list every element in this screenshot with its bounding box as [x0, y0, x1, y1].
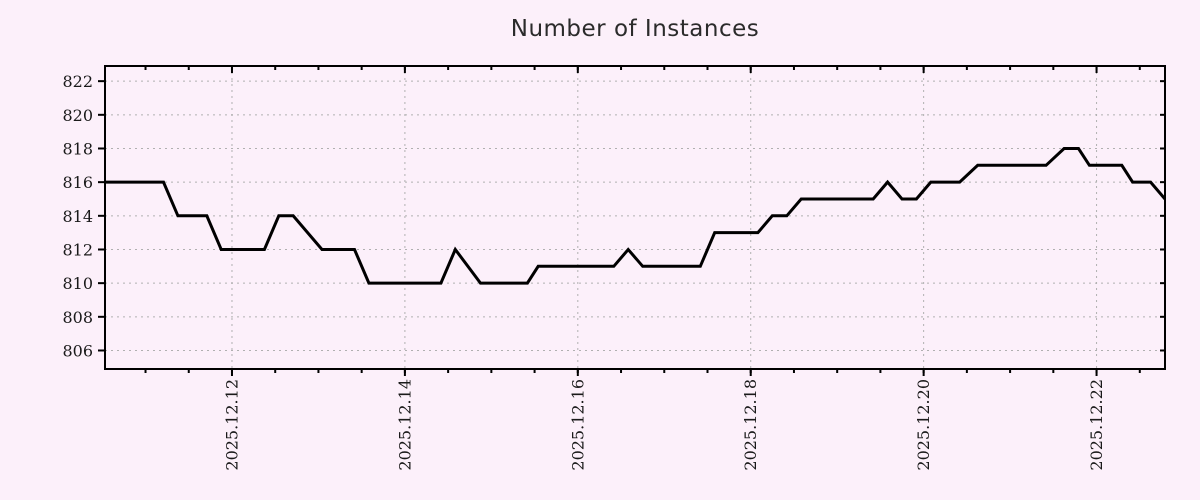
chart-title: Number of Instances	[510, 16, 760, 42]
x-tick-labels: 2025.12.12 2025.12.14 2025.12.16 2025.12.18…	[222, 379, 1106, 471]
x-tick-label: 2025.12.14	[395, 379, 414, 471]
y-tick-label: 816	[62, 173, 93, 192]
axis-ticks	[98, 66, 1165, 376]
y-tick-label: 812	[62, 240, 93, 259]
y-tick-label: 808	[62, 308, 93, 327]
x-tick-label: 2025.12.20	[914, 379, 933, 471]
y-tick-labels: 806 808 810 812 814 816 818 820 822	[62, 72, 93, 360]
plot-frame	[104, 65, 1166, 370]
y-tick-label: 818	[62, 139, 93, 158]
grid-lines	[105, 66, 1165, 369]
x-tick-label: 2025.12.22	[1087, 379, 1106, 471]
y-tick-label: 806	[62, 341, 93, 360]
y-tick-label: 820	[62, 106, 93, 125]
y-tick-label: 822	[62, 72, 93, 91]
x-tick-label: 2025.12.12	[222, 379, 241, 471]
x-tick-label: 2025.12.16	[568, 379, 587, 471]
data-line	[105, 147, 1167, 285]
y-tick-label: 810	[62, 274, 93, 293]
y-tick-label: 814	[62, 207, 93, 226]
x-tick-label: 2025.12.18	[741, 379, 760, 471]
